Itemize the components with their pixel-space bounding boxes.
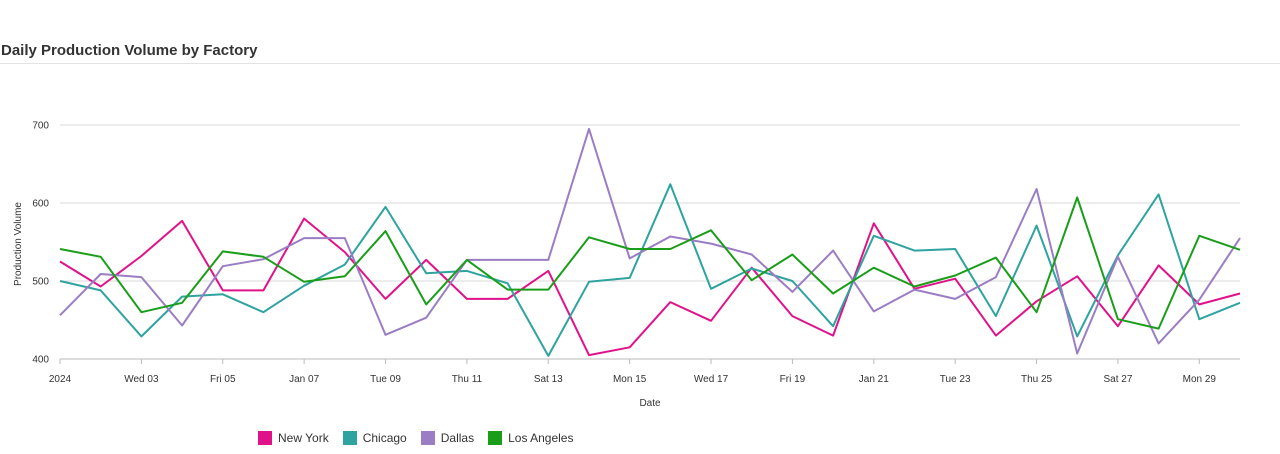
y-axis-title: Production Volume: [13, 202, 24, 286]
legend: New York Chicago Dallas Los Angeles: [258, 430, 573, 446]
x-tick-label: Sat 13: [534, 374, 563, 385]
series-line-dallas[interactable]: [59, 127, 1241, 355]
legend-item-chicago[interactable]: Chicago: [342, 431, 407, 445]
x-tick-label: Wed 03: [124, 374, 159, 385]
x-tick-label: Sat 27: [1103, 374, 1132, 385]
legend-swatch: [258, 431, 272, 445]
y-tick-label: 700: [32, 121, 49, 132]
x-tick-label: Jan 07: [289, 374, 319, 385]
x-tick-label: Thu 25: [1021, 374, 1053, 385]
y-tick-label: 400: [32, 355, 49, 366]
legend-item-los-angeles[interactable]: Los Angeles: [488, 431, 573, 445]
x-tick-label: Wed 17: [694, 374, 729, 385]
x-tick-label: Fri 19: [780, 374, 806, 385]
x-tick-label: 2024: [49, 374, 72, 385]
legend-swatch: [420, 431, 435, 445]
chart-title: Daily Production Volume by Factory: [1, 42, 258, 59]
x-tick-label: Tue 09: [370, 374, 401, 385]
x-tick-label: Jan 21: [859, 374, 889, 385]
y-axis: 400 500 600 700: [32, 121, 49, 366]
y-tick-label: 500: [32, 277, 49, 288]
legend-swatch: [488, 431, 503, 445]
legend-label: New York: [278, 431, 329, 445]
x-tick-label: Thu 11: [452, 374, 483, 385]
x-tick-label: Mon 29: [1183, 374, 1217, 385]
chart-header: Daily Production Volume by Factory: [0, 0, 1280, 64]
series-line-new-york[interactable]: [59, 217, 1241, 357]
x-axis-title: Date: [639, 398, 661, 409]
y-tick-label: 600: [32, 199, 49, 210]
x-tick-label: Mon 15: [613, 374, 647, 385]
x-axis: 2024 Wed 03 Fri 05 Jan 07 Tue 09 Thu 11 Sat 13…: [49, 358, 1240, 385]
series-lines: [59, 127, 1241, 357]
x-tick-label: Tue 23: [940, 374, 971, 385]
legend-item-dallas[interactable]: Dallas: [420, 431, 475, 445]
series-line-chicago[interactable]: [59, 183, 1241, 357]
legend-swatch: [342, 431, 357, 445]
legend-label: Los Angeles: [508, 431, 574, 445]
legend-item-new-york[interactable]: New York: [258, 431, 329, 445]
legend-label: Chicago: [362, 431, 407, 445]
series-line-los-angeles[interactable]: [59, 196, 1241, 330]
x-tick-label: Fri 05: [210, 374, 236, 385]
legend-label: Dallas: [440, 431, 475, 445]
